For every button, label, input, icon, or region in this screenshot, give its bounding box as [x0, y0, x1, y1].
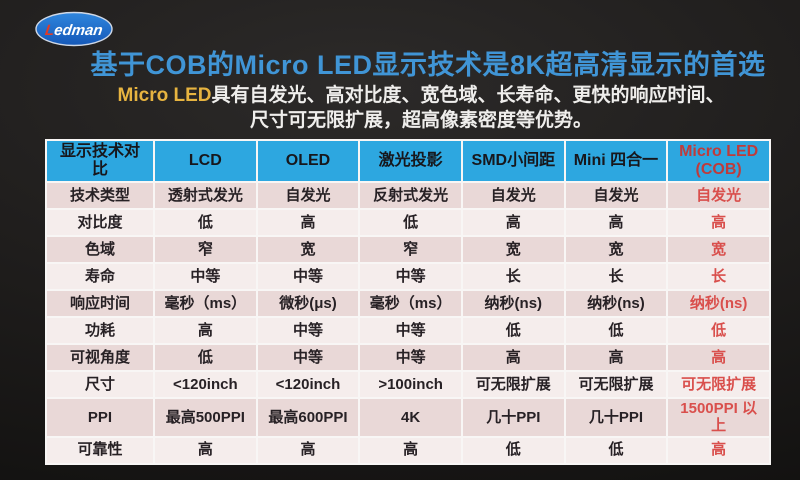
table-row-contrast: 对比度 低 高 低 高 高 高 — [47, 210, 769, 235]
subtitle-line1: 具有自发光、高对比度、宽色域、长寿命、更快的响应时间、 — [211, 85, 725, 106]
table-cell: 纳秒(ns) — [462, 291, 564, 316]
table-cell: 长 — [462, 264, 564, 289]
row-label: 技术类型 — [47, 183, 153, 208]
row-label: 响应时间 — [47, 291, 153, 316]
table-cell: 高 — [462, 210, 564, 235]
col-header-mini: Mini 四合一 — [565, 141, 667, 181]
table-cell: 可无限扩展 — [565, 372, 667, 397]
table-cell: 自发光 — [565, 183, 667, 208]
col-header-oled: OLED — [257, 141, 359, 181]
subtitle-highlight: Micro LED — [117, 85, 212, 106]
table-cell-microled: 高 — [668, 210, 769, 235]
table-cell: 最高500PPI — [155, 399, 256, 436]
col-header-laser: 激光投影 — [360, 141, 461, 181]
table-cell: 中等 — [360, 345, 461, 370]
table-cell: 低 — [155, 210, 256, 235]
table-cell: 高 — [462, 345, 564, 370]
table-cell: 低 — [360, 210, 461, 235]
row-label: 寿命 — [47, 264, 153, 289]
table-cell: 中等 — [257, 345, 359, 370]
table-cell: 低 — [155, 345, 256, 370]
table-cell-microled: 高 — [668, 437, 769, 463]
table-cell: 中等 — [155, 264, 256, 289]
table-cell: 自发光 — [257, 183, 359, 208]
row-label: 可靠性 — [47, 437, 153, 463]
table-cell: <120inch — [155, 372, 256, 397]
col-header-smd: SMD小间距 — [462, 141, 564, 181]
table-cell: 透射式发光 — [155, 183, 256, 208]
table-cell: 窄 — [360, 237, 461, 262]
col-header-metric: 显示技术对比 — [47, 141, 153, 181]
table-cell: <120inch — [257, 372, 359, 397]
table-cell: 高 — [257, 437, 359, 463]
table-row-response-time: 响应时间 毫秒（ms） 微秒(μs) 毫秒（ms） 纳秒(ns) 纳秒(ns) … — [47, 291, 769, 316]
table-cell-microled: 高 — [668, 345, 769, 370]
page-subtitle: Micro LED具有自发光、高对比度、宽色域、长寿命、更快的响应时间、 尺寸可… — [0, 84, 800, 133]
row-label: PPI — [47, 399, 153, 436]
table-cell-microled: 长 — [668, 264, 769, 289]
table-cell-microled: 低 — [668, 318, 769, 343]
table-row-color-gamut: 色域 窄 宽 窄 宽 宽 宽 — [47, 237, 769, 262]
table-cell: 中等 — [257, 318, 359, 343]
logo-text: Ledman — [44, 22, 104, 39]
subtitle-line2: 尺寸可无限扩展，超高像素密度等优势。 — [249, 109, 592, 131]
table-cell: 高 — [565, 345, 667, 370]
row-label: 对比度 — [47, 210, 153, 235]
table-row-power: 功耗 高 中等 中等 低 低 低 — [47, 318, 769, 343]
table-cell: >100inch — [360, 372, 461, 397]
table-cell-microled: 纳秒(ns) — [668, 291, 769, 316]
table-cell-microled: 自发光 — [668, 183, 769, 208]
table-row-ppi: PPI 最高500PPI 最高600PPI 4K 几十PPI 几十PPI 150… — [47, 399, 769, 436]
table-cell: 中等 — [360, 264, 461, 289]
table-cell: 毫秒（ms） — [155, 291, 256, 316]
row-label: 尺寸 — [47, 372, 153, 397]
table-cell-microled: 宽 — [668, 237, 769, 262]
table-cell: 高 — [155, 318, 256, 343]
page-title: 基于COB的Micro LED显示技术是8K超高清显示的首选 — [90, 50, 766, 80]
table-cell: 高 — [155, 437, 256, 463]
table-cell: 反射式发光 — [360, 183, 461, 208]
table-cell: 宽 — [565, 237, 667, 262]
table-cell: 低 — [565, 437, 667, 463]
table-cell: 宽 — [257, 237, 359, 262]
table-cell: 宽 — [462, 237, 564, 262]
table-cell: 自发光 — [462, 183, 564, 208]
ledman-logo: Ledman — [35, 11, 113, 47]
row-label: 功耗 — [47, 318, 153, 343]
table-cell-microled: 1500PPI 以上 — [668, 399, 769, 436]
comparison-table: 显示技术对比 LCD OLED 激光投影 SMD小间距 Mini 四合一 Mic… — [45, 139, 771, 465]
table-cell: 中等 — [257, 264, 359, 289]
row-label: 可视角度 — [47, 345, 153, 370]
table-cell: 可无限扩展 — [462, 372, 564, 397]
table-cell-microled: 可无限扩展 — [668, 372, 769, 397]
table-cell: 最高600PPI — [257, 399, 359, 436]
table-cell: 几十PPI — [565, 399, 667, 436]
col-header-lcd: LCD — [155, 141, 256, 181]
table-row-viewing-angle: 可视角度 低 中等 中等 高 高 高 — [47, 345, 769, 370]
table-cell: 纳秒(ns) — [565, 291, 667, 316]
table-cell: 高 — [360, 437, 461, 463]
row-label: 色域 — [47, 237, 153, 262]
col-header-microled: Micro LED (COB) — [668, 141, 769, 181]
table-cell: 低 — [462, 318, 564, 343]
table-cell: 长 — [565, 264, 667, 289]
table-row-tech-type: 技术类型 透射式发光 自发光 反射式发光 自发光 自发光 自发光 — [47, 183, 769, 208]
table-cell: 高 — [257, 210, 359, 235]
header-row: 显示技术对比 LCD OLED 激光投影 SMD小间距 Mini 四合一 Mic… — [47, 141, 769, 181]
table-cell: 高 — [565, 210, 667, 235]
table-cell: 低 — [565, 318, 667, 343]
table-cell: 毫秒（ms） — [360, 291, 461, 316]
table-cell: 低 — [462, 437, 564, 463]
table-cell: 窄 — [155, 237, 256, 262]
table-cell: 4K — [360, 399, 461, 436]
logo-ellipse — [35, 11, 113, 47]
table-cell: 几十PPI — [462, 399, 564, 436]
table-cell: 中等 — [360, 318, 461, 343]
table-row-reliability: 可靠性 高 高 高 低 低 高 — [47, 437, 769, 463]
table-row-lifespan: 寿命 中等 中等 中等 长 长 长 — [47, 264, 769, 289]
table-cell: 微秒(μs) — [257, 291, 359, 316]
table-row-size: 尺寸 <120inch <120inch >100inch 可无限扩展 可无限扩… — [47, 372, 769, 397]
